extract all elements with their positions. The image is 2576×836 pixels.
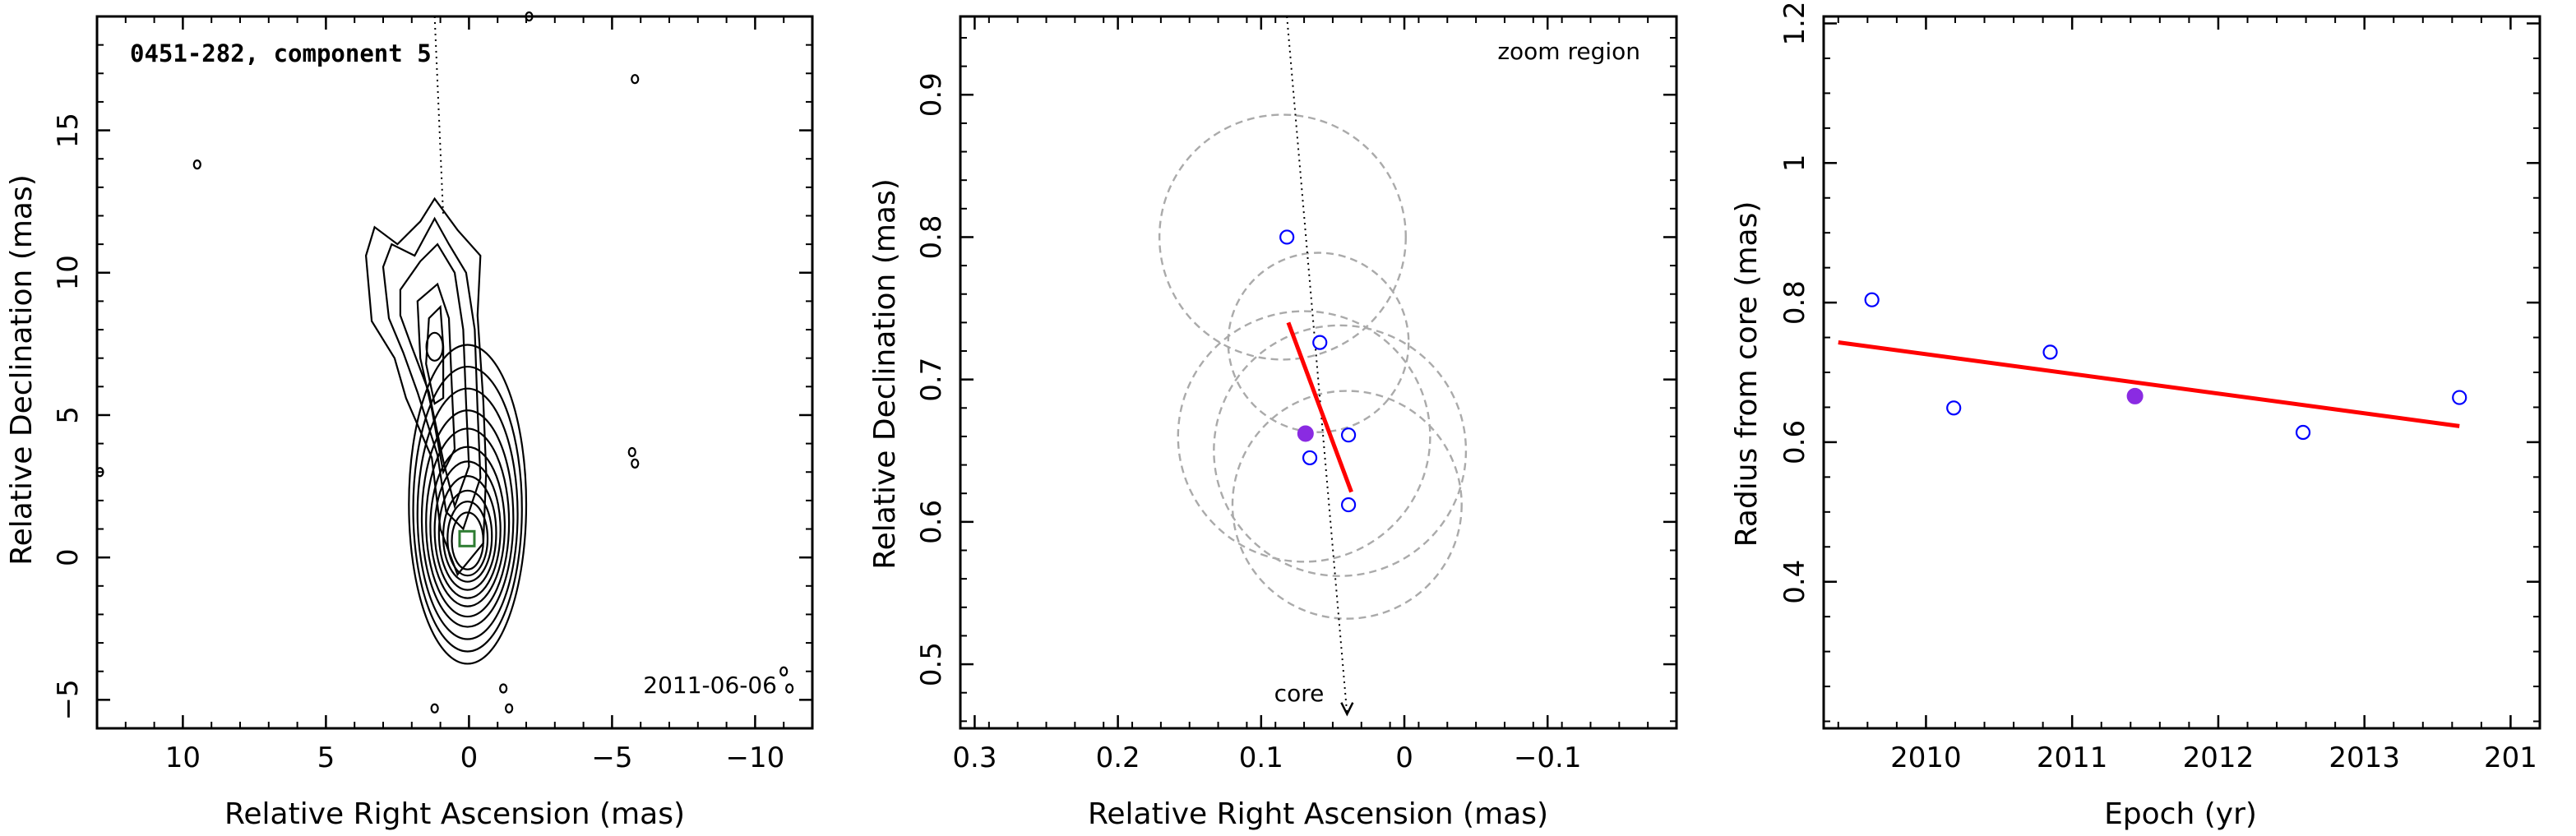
- x-tick-label: 0.2: [1096, 741, 1140, 774]
- noise-contour: [499, 683, 508, 694]
- core-contour: [420, 409, 515, 628]
- reference-epoch-point: [2126, 387, 2144, 404]
- noise-contour: [192, 159, 201, 170]
- contour-plot-frame: [95, 15, 814, 730]
- radius-y-axis-label: Radius from core (mas): [1730, 201, 1764, 547]
- x-tick-label: 0.1: [1239, 741, 1283, 774]
- zoom-panel-content: [1158, 16, 1468, 717]
- x-tick-label: 5: [317, 741, 335, 774]
- noise-contour: [785, 683, 794, 694]
- y-tick-label: 0.6: [1778, 420, 1811, 464]
- fit-line: [1838, 340, 2460, 428]
- position-point: [1312, 335, 1328, 350]
- y-tick-label: 0.6: [915, 500, 948, 544]
- y-tick-label: 5: [52, 406, 85, 424]
- radius-panel: 2010 2011 2012 2013 201 0.4 0.6 0.8 1 1.2 Epoch (…: [1730, 1, 2541, 831]
- core-contour: [433, 460, 502, 599]
- position-point: [1302, 450, 1318, 466]
- core-contour: [412, 365, 523, 653]
- core-direction-arrowhead: [1340, 702, 1354, 717]
- position-point: [1279, 229, 1295, 245]
- jet-contour: [364, 196, 488, 577]
- core-label: core: [1274, 680, 1325, 707]
- core-contour: [437, 474, 497, 591]
- noise-contour: [505, 703, 514, 714]
- y-tick-label: 0.5: [915, 642, 948, 686]
- core-contour: [408, 344, 528, 665]
- radius-point: [1864, 292, 1880, 307]
- jet-axis-line: [1286, 16, 1348, 714]
- x-tick-label: −10: [726, 741, 785, 774]
- x-tick-label: 2013: [2329, 741, 2400, 774]
- contour-title: 0451-282, component 5: [130, 39, 432, 67]
- jet-contour: [399, 242, 470, 510]
- radius-panel-content: [1838, 292, 2467, 441]
- uncertainty-circle: [1213, 324, 1468, 577]
- zoom-panel-ticks: 0.3 0.2 0.1 0 −0.1 0.5 0.6 0.7 0.8 0.9: [915, 16, 1677, 774]
- reference-epoch-point: [1297, 425, 1314, 442]
- zoom-plot-frame: [959, 15, 1678, 730]
- core-contour: [446, 501, 489, 577]
- x-tick-label: 201: [2484, 741, 2537, 774]
- y-tick-label: 0.8: [1778, 280, 1811, 325]
- x-tick-label: 0: [460, 741, 479, 774]
- noise-contour: [631, 458, 640, 469]
- zoom-panel: 0.3 0.2 0.1 0 −0.1 0.5 0.6 0.7 0.8 0.9 zoom regio…: [868, 15, 1678, 831]
- x-tick-label: −5: [591, 741, 632, 774]
- core-contour: [416, 387, 519, 640]
- radius-x-axis-label: Epoch (yr): [2104, 797, 2257, 831]
- y-tick-label: 0.9: [915, 72, 948, 117]
- zoom-x-axis-label: Relative Right Ascension (mas): [1088, 797, 1548, 831]
- y-tick-label: 10: [52, 255, 85, 290]
- y-tick-label: 1: [1778, 154, 1811, 172]
- zoom-y-axis-label: Relative Declination (mas): [868, 178, 902, 570]
- x-tick-label: 2012: [2183, 741, 2255, 774]
- radius-point: [2042, 344, 2058, 360]
- jet-axis-line: [433, 16, 445, 216]
- uncertainty-circle: [1158, 113, 1407, 361]
- y-tick-label: 0.8: [915, 215, 948, 259]
- epoch-date-label: 2011-06-06: [643, 672, 777, 699]
- x-tick-label: 2011: [2037, 741, 2108, 774]
- jet-contour: [382, 216, 482, 531]
- jet-contour: [425, 304, 445, 405]
- y-tick-label: −5: [52, 679, 85, 720]
- zoom-region-label: zoom region: [1497, 38, 1640, 65]
- x-tick-label: 2010: [1890, 741, 1962, 774]
- noise-contour: [779, 666, 789, 677]
- y-tick-label: 1.2: [1778, 1, 1811, 45]
- noise-contour: [627, 446, 636, 458]
- noise-contour: [631, 74, 640, 85]
- y-tick-label: 0.4: [1778, 560, 1811, 604]
- x-tick-label: 0.3: [952, 741, 997, 774]
- component-marker: [458, 529, 476, 547]
- noise-contour: [430, 703, 439, 714]
- radius-plot-frame: [1822, 15, 2541, 730]
- radius-point: [2452, 390, 2467, 405]
- radius-point: [1946, 400, 1962, 416]
- uncertainty-circle: [1227, 252, 1410, 433]
- jet-knot-contour: [425, 331, 444, 362]
- fit-line: [1286, 321, 1353, 493]
- contour-map: [95, 11, 794, 714]
- uncertainty-circle: [1177, 310, 1431, 563]
- uncertainty-circle: [1231, 390, 1463, 620]
- jet-contour: [416, 282, 456, 475]
- radius-point: [2295, 424, 2311, 441]
- x-tick-label: 10: [165, 741, 201, 774]
- contour-x-axis-label: Relative Right Ascension (mas): [224, 797, 685, 831]
- x-tick-label: 0: [1395, 741, 1413, 774]
- contour-y-axis-label: Relative Declination (mas): [5, 174, 39, 566]
- y-tick-label: 15: [52, 113, 85, 148]
- radius-panel-ticks: 2010 2011 2012 2013 201 0.4 0.6 0.8 1 1.2: [1778, 1, 2541, 774]
- y-tick-label: 0: [52, 548, 85, 566]
- y-tick-label: 0.7: [915, 358, 948, 402]
- position-point: [1340, 497, 1357, 513]
- x-tick-label: −0.1: [1514, 741, 1582, 774]
- position-point: [1340, 427, 1357, 443]
